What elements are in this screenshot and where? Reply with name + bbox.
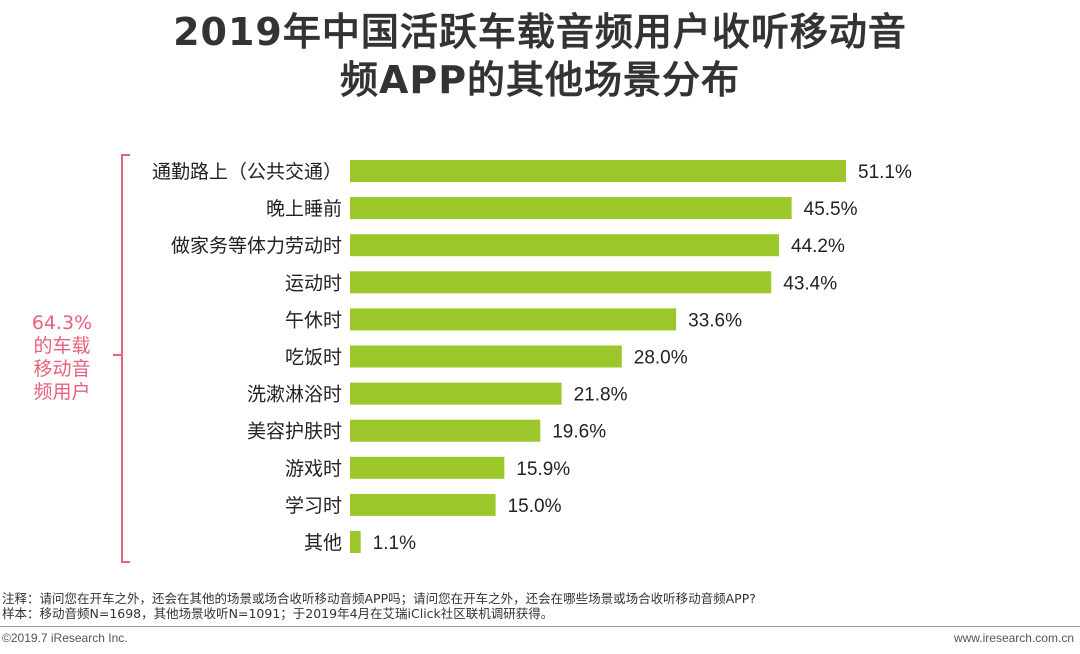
value-label: 21.8% [574, 385, 628, 406]
value-label: 43.4% [783, 273, 837, 294]
bar-chart: 通勤路上（公共交通） 51.1% 晚上睡前 45.5% 做家务等体力劳动时 44.2% 运动… [113, 154, 912, 563]
bar [350, 531, 361, 553]
chart-title-line-2: 频APP的其他场景分布 [339, 58, 741, 102]
value-label: 51.1% [858, 162, 912, 183]
category-label: 洗漱淋浴时 [247, 384, 342, 406]
annotation-line-1: 64.3% [31, 312, 93, 334]
footer-website: www.iresearch.com.cn [953, 631, 1074, 645]
footer-copyright: ©2019.7 iResearch Inc. [2, 631, 128, 645]
annotation-line-3: 移动音 [33, 358, 91, 380]
value-label: 15.9% [516, 459, 570, 480]
category-label: 其他 [304, 532, 342, 554]
value-label: 28.0% [634, 348, 688, 369]
chart-title: 2019年中国活跃车载音频用户收听移动音 频APP的其他场景分布 [0, 8, 1080, 104]
annotation-line-2: 的车载 [33, 335, 91, 357]
group-annotation: 64.3% 的车载 移动音 频用户 [22, 312, 102, 404]
bar [350, 308, 677, 331]
category-label: 吃饭时 [285, 347, 342, 369]
annotation-line-4: 频用户 [33, 381, 91, 403]
category-label: 通勤路上（公共交通） [152, 161, 342, 183]
bars-layer: 通勤路上（公共交通） 51.1% 晚上睡前 45.5% 做家务等体力劳动时 44.2% 运动… [152, 160, 912, 554]
category-label: 学习时 [285, 495, 342, 517]
note-text: 注释：请问您在开车之外，还会在其他的场景或场合收听移动音频APP吗；请问您在开车… [2, 591, 756, 606]
bar [350, 493, 496, 516]
bar [350, 345, 622, 368]
value-label: 1.1% [373, 533, 416, 554]
category-label: 做家务等体力劳动时 [171, 235, 342, 257]
bar [350, 271, 772, 294]
bar [350, 197, 792, 220]
bar [350, 160, 846, 182]
value-label: 15.0% [508, 496, 562, 517]
value-label: 33.6% [688, 310, 742, 331]
value-label: 19.6% [552, 422, 606, 443]
group-bracket [113, 154, 130, 563]
footer-divider [0, 626, 1080, 627]
category-label: 运动时 [285, 272, 342, 294]
bar [350, 382, 562, 405]
category-label: 午休时 [285, 309, 342, 331]
value-label: 45.5% [804, 199, 858, 220]
sample-text: 样本：移动音频N=1698，其他场景收听N=1091；于2019年4月在艾瑞iC… [2, 606, 554, 621]
bar [350, 234, 780, 257]
chart-title-line-1: 2019年中国活跃车载音频用户收听移动音 [173, 10, 907, 54]
category-label: 晚上睡前 [266, 198, 342, 220]
bar [350, 419, 541, 442]
category-label: 美容护肤时 [247, 421, 342, 443]
value-label: 44.2% [791, 236, 845, 257]
bar [350, 456, 505, 479]
category-label: 游戏时 [285, 458, 342, 480]
